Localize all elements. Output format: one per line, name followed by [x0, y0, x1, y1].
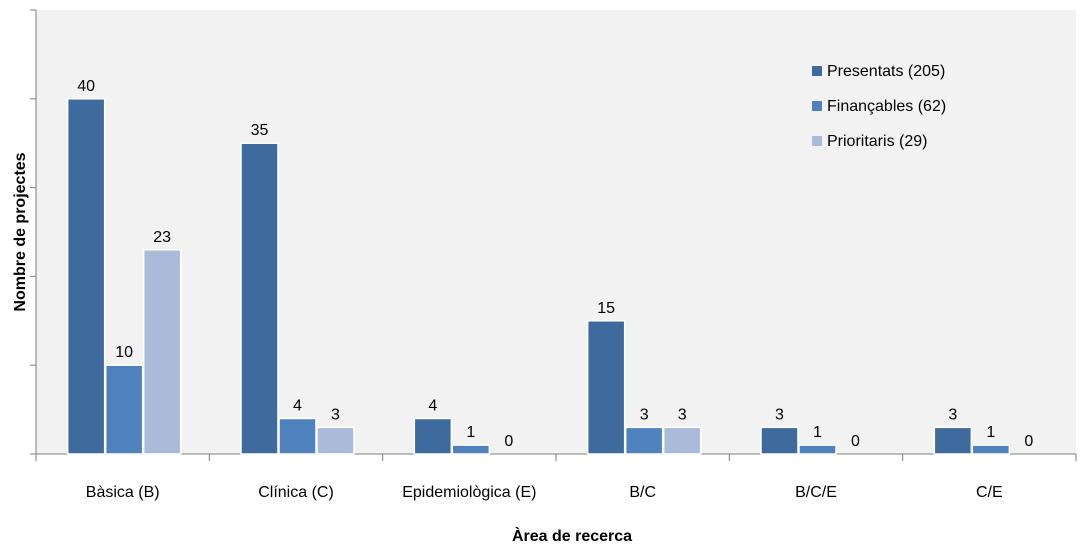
- legend: Presentats (205) Finançables (62) Priorita…: [812, 63, 946, 150]
- bar: [586, 320, 626, 455]
- bar: [316, 426, 355, 455]
- data-label: 3: [331, 406, 340, 423]
- bar: [66, 98, 106, 455]
- x-axis-ticks: [35, 454, 1077, 461]
- bar: [933, 426, 973, 455]
- plot-area: [36, 10, 1076, 454]
- x-tick-labels: Bàsica (B) Clínica (C) Epidemiològica (E) B…: [86, 484, 1003, 501]
- x-tick-label: Clínica (C): [258, 484, 334, 501]
- data-label: 3: [678, 406, 687, 423]
- legend-swatch: [812, 136, 822, 146]
- x-axis-title: Àrea de recerca: [512, 526, 632, 545]
- x-tick-label: C/E: [976, 484, 1003, 501]
- bar: [662, 426, 702, 455]
- legend-label: Finançables (62): [827, 98, 946, 115]
- x-tick-label: Bàsica (B): [86, 484, 160, 501]
- data-label: 1: [813, 424, 822, 441]
- data-label: 0: [1024, 433, 1033, 450]
- data-label: 4: [428, 397, 437, 414]
- bar: [760, 426, 799, 455]
- data-label: 15: [597, 300, 615, 317]
- bar: [142, 249, 182, 455]
- bar: [624, 426, 664, 455]
- bar: [104, 364, 144, 455]
- data-label: 23: [153, 229, 171, 246]
- bar: [451, 444, 491, 455]
- x-tick-label: Epidemiològica (E): [402, 484, 536, 501]
- data-label: 1: [466, 424, 475, 441]
- legend-label: Prioritaris (29): [827, 133, 927, 150]
- bar: [240, 142, 279, 455]
- data-label: 10: [115, 344, 133, 361]
- data-label: 4: [293, 397, 302, 414]
- x-tick-label: B/C: [629, 484, 656, 501]
- legend-label: Presentats (205): [827, 63, 945, 80]
- data-label: 3: [948, 406, 957, 423]
- bar: [278, 417, 317, 455]
- bar: [971, 444, 1011, 455]
- y-axis-ticks: [30, 9, 36, 455]
- data-label: 35: [251, 122, 269, 139]
- bar: [413, 417, 453, 455]
- bar: [798, 444, 837, 455]
- data-label: 0: [504, 433, 513, 450]
- data-label: 0: [851, 433, 860, 450]
- legend-swatch: [812, 101, 822, 111]
- data-label: 3: [775, 406, 784, 423]
- data-label: 1: [986, 424, 995, 441]
- y-axis-title: Nombre de projectes: [12, 152, 29, 311]
- x-tick-label: B/C/E: [795, 484, 837, 501]
- legend-swatch: [812, 66, 822, 76]
- bar-series: 40 35 4 15 3 3 10 4 1 3 1 1 23 3 0 3 0 0: [66, 78, 1033, 455]
- data-label: 3: [640, 406, 649, 423]
- data-label: 40: [77, 78, 95, 95]
